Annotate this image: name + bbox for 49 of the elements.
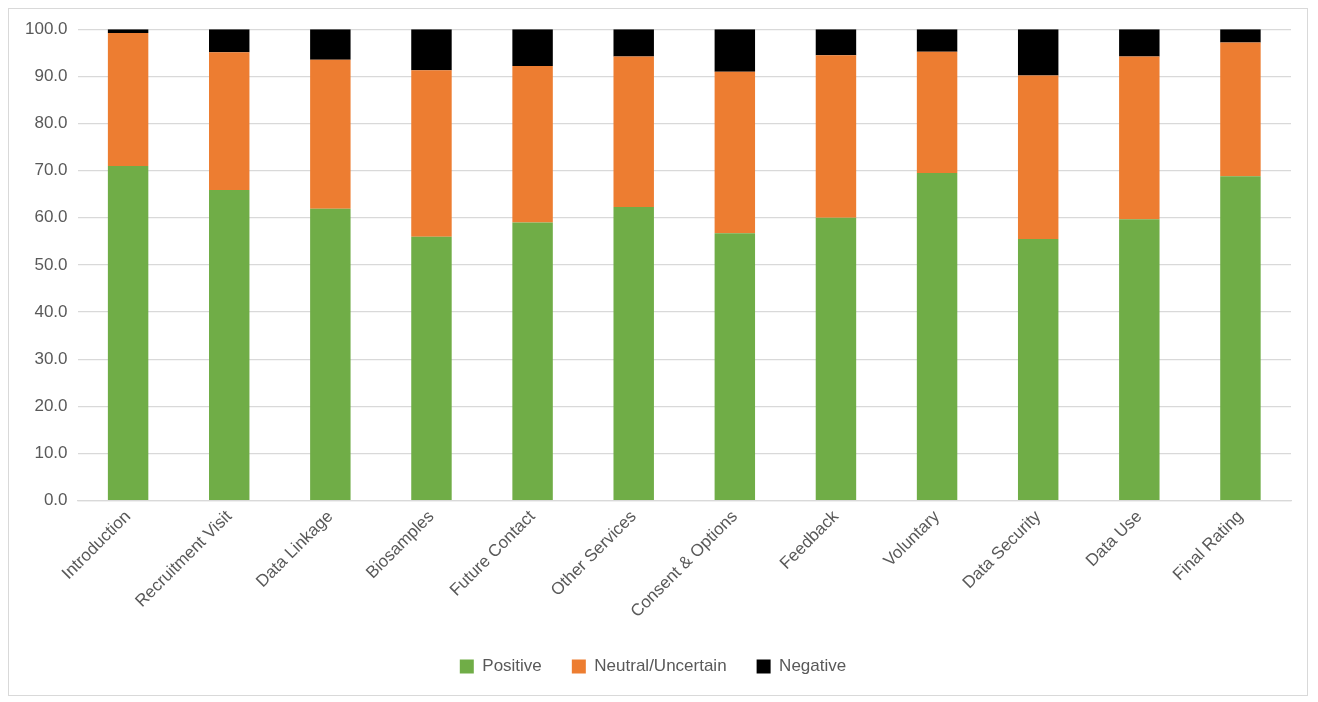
bar bbox=[411, 236, 452, 501]
bar bbox=[310, 29, 351, 60]
bar bbox=[512, 29, 553, 66]
y-tick-label: 50.0 bbox=[34, 254, 68, 274]
bar bbox=[916, 29, 958, 52]
legend-label: Positive bbox=[482, 656, 542, 676]
bar bbox=[310, 59, 351, 209]
bar bbox=[209, 52, 250, 190]
y-tick-label: 40.0 bbox=[34, 301, 68, 321]
bar bbox=[815, 55, 857, 218]
y-tick-label: 60.0 bbox=[34, 207, 68, 227]
y-tick-label: 70.0 bbox=[34, 160, 68, 180]
bar bbox=[815, 29, 857, 56]
bar bbox=[1119, 219, 1160, 501]
bar bbox=[1220, 42, 1261, 177]
bar bbox=[714, 29, 756, 72]
bar bbox=[107, 32, 149, 166]
bar bbox=[1017, 29, 1059, 76]
bar bbox=[1119, 56, 1160, 220]
bar bbox=[613, 29, 654, 57]
legend-label: Neutral/Uncertain bbox=[594, 656, 727, 676]
bar bbox=[613, 206, 654, 501]
bar bbox=[916, 173, 958, 501]
bar bbox=[1119, 29, 1160, 57]
bar bbox=[714, 71, 756, 234]
bar bbox=[411, 70, 452, 237]
bar bbox=[209, 189, 250, 501]
bar bbox=[1017, 75, 1059, 240]
bar bbox=[714, 233, 756, 501]
bar bbox=[107, 165, 149, 501]
bar bbox=[916, 51, 958, 173]
y-tick-label: 90.0 bbox=[34, 66, 68, 86]
y-tick-label: 30.0 bbox=[34, 348, 68, 368]
bar bbox=[512, 65, 553, 223]
bar bbox=[1220, 29, 1261, 43]
y-tick-label: 10.0 bbox=[34, 443, 68, 463]
legend-label: Negative bbox=[779, 656, 847, 676]
bar bbox=[1017, 239, 1059, 501]
bar bbox=[310, 208, 351, 501]
y-tick-label: 20.0 bbox=[34, 396, 68, 416]
bar bbox=[209, 29, 250, 53]
bar bbox=[512, 222, 553, 501]
y-tick-label: 100.0 bbox=[24, 18, 68, 38]
bar bbox=[815, 217, 857, 501]
bar bbox=[411, 29, 452, 71]
bar bbox=[1220, 176, 1261, 501]
y-tick-label: 80.0 bbox=[34, 113, 68, 133]
y-tick-label: 0.0 bbox=[43, 490, 68, 510]
bar bbox=[613, 56, 654, 207]
